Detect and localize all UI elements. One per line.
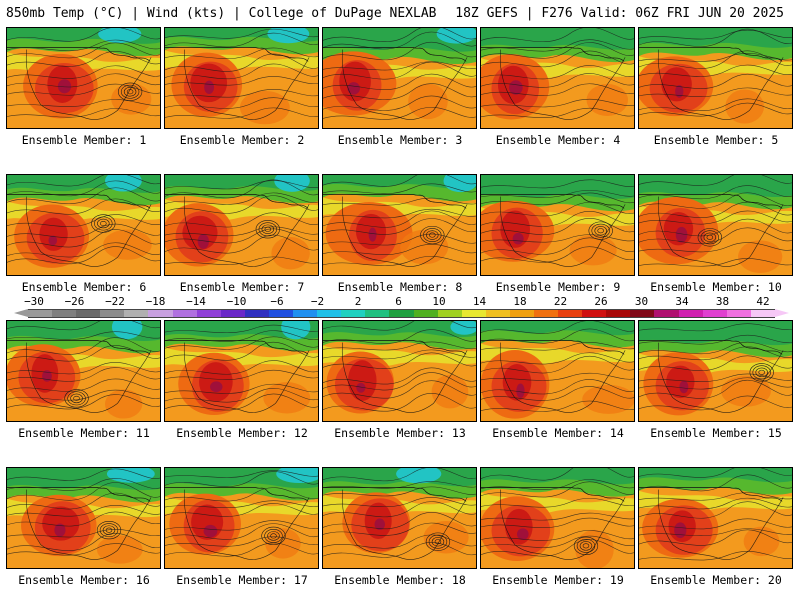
- colorbar-tick: 26: [594, 295, 608, 308]
- colorbar-swatch: [509, 310, 534, 317]
- ensemble-member-map: [164, 174, 319, 276]
- ensemble-member-map: [322, 27, 477, 129]
- colorbar-tick: 2: [354, 295, 362, 308]
- colorbar-tick: −14: [186, 295, 206, 308]
- colorbar-swatch: [606, 310, 631, 317]
- ensemble-member-map: [6, 320, 161, 422]
- colorbar-tick: −10: [226, 295, 247, 308]
- colorbar-swatch: [533, 310, 559, 317]
- colorbar-swatch: [485, 310, 510, 317]
- ensemble-member-map: [322, 174, 477, 276]
- ensemble-member-caption: Ensemble Member: 13: [334, 426, 466, 440]
- ensemble-member-map: [480, 467, 635, 569]
- colorbar-tick: 6: [395, 295, 402, 308]
- ensemble-member-caption: Ensemble Member: 4: [495, 133, 621, 147]
- ensemble-member-caption: Ensemble Member: 9: [495, 280, 621, 294]
- colorbar-tick: 34: [675, 295, 689, 308]
- colorbar-swatch: [461, 310, 486, 317]
- colorbar-tick-labels: −30 −26 −22 −18 −14 −10 −6 −2 2 6 10 14 …: [0, 296, 800, 308]
- colorbar-swatch: [654, 310, 679, 317]
- colorbar-swatch: [437, 310, 462, 317]
- ensemble-member-map: [480, 174, 635, 276]
- colorbar-swatch: [52, 310, 77, 317]
- colorbar-swatch: [76, 310, 101, 317]
- ensemble-member-map: [322, 320, 477, 422]
- ensemble-member-caption: Ensemble Member: 6: [21, 280, 147, 294]
- ensemble-member-map: [164, 320, 319, 422]
- ensemble-member-map: [638, 467, 793, 569]
- ensemble-member-caption: Ensemble Member: 18: [334, 573, 466, 587]
- colorbar-swatch: [630, 310, 655, 317]
- colorbar-swatch: [244, 310, 269, 317]
- colorbar-swatch: [750, 310, 775, 317]
- ensemble-member-caption: Ensemble Member: 10: [650, 280, 782, 294]
- ensemble-member-caption: Ensemble Member: 8: [337, 280, 463, 294]
- colorbar-swatch: [582, 310, 607, 317]
- colorbar-tick: 10: [432, 295, 446, 308]
- ensemble-member-caption: Ensemble Member: 16: [18, 573, 150, 587]
- ensemble-member-caption: Ensemble Member: 2: [179, 133, 305, 147]
- colorbar-swatch: [389, 310, 414, 317]
- colorbar-swatch: [413, 310, 438, 317]
- ensemble-member-caption: Ensemble Member: 17: [176, 573, 308, 587]
- colorbar-tick: −2: [310, 295, 325, 308]
- colorbar-swatch: [172, 310, 197, 317]
- ensemble-member-map: [164, 27, 319, 129]
- ensemble-member-caption: Ensemble Member: 19: [492, 573, 624, 587]
- colorbar-tick: −26: [64, 295, 85, 308]
- ensemble-member-caption: Ensemble Member: 11: [18, 426, 150, 440]
- ensemble-member-caption: Ensemble Member: 7: [179, 280, 305, 294]
- ensemble-member-map: [638, 174, 793, 276]
- colorbar-min-arrow: [14, 309, 28, 317]
- ensemble-member-map: [164, 467, 319, 569]
- colorbar-tick: −6: [270, 295, 284, 308]
- ensemble-member-map: [638, 320, 793, 422]
- ensemble-member-caption: Ensemble Member: 5: [653, 133, 779, 147]
- colorbar-max-arrow: [775, 309, 789, 317]
- colorbar-swatch: [268, 310, 294, 317]
- colorbar-tick: 38: [715, 295, 730, 308]
- colorbar-swatch: [341, 310, 366, 317]
- colorbar-swatch: [702, 310, 727, 317]
- colorbar-tick: −22: [105, 295, 125, 308]
- temperature-colorbar: [28, 309, 775, 318]
- ensemble-member-caption: Ensemble Member: 15: [650, 426, 782, 440]
- ensemble-member-caption: Ensemble Member: 1: [21, 133, 147, 147]
- ensemble-member-caption: Ensemble Member: 12: [176, 426, 308, 440]
- colorbar-tick: 14: [472, 295, 487, 308]
- colorbar-tick: 18: [513, 295, 527, 308]
- colorbar-swatch: [220, 310, 245, 317]
- ensemble-member-map: [6, 27, 161, 129]
- ensemble-member-map: [322, 467, 477, 569]
- colorbar-swatch: [558, 310, 583, 317]
- colorbar-tick: −30: [24, 295, 44, 308]
- ensemble-member-caption: Ensemble Member: 14: [492, 426, 624, 440]
- colorbar-tick: 22: [553, 295, 568, 308]
- ensemble-member-map: [480, 320, 635, 422]
- colorbar-tick: −18: [145, 295, 166, 308]
- ensemble-member-caption: Ensemble Member: 20: [650, 573, 782, 587]
- colorbar-swatch: [293, 310, 318, 317]
- ensemble-member-caption: Ensemble Member: 3: [337, 133, 463, 147]
- ensemble-member-map: [480, 27, 635, 129]
- ensemble-member-map: [6, 174, 161, 276]
- colorbar-swatch: [124, 310, 149, 317]
- ensemble-member-map: [6, 467, 161, 569]
- chart-title: 850mb Temp (°C) | Wind (kts) | College o…: [6, 6, 437, 21]
- colorbar-swatch: [678, 310, 703, 317]
- colorbar-tick: 30: [634, 295, 649, 308]
- run-valid-time: 18Z GEFS | F276 Valid: 06Z FRI JUN 20 20…: [455, 6, 784, 21]
- colorbar-swatch: [365, 310, 390, 317]
- ensemble-member-map: [638, 27, 793, 129]
- colorbar-swatch: [196, 310, 221, 317]
- colorbar-swatch: [28, 310, 53, 317]
- colorbar-swatch: [148, 310, 173, 317]
- colorbar-swatch: [100, 310, 125, 317]
- colorbar-tick: 42: [756, 295, 770, 308]
- colorbar-swatch: [317, 310, 342, 317]
- colorbar-swatch: [726, 310, 751, 317]
